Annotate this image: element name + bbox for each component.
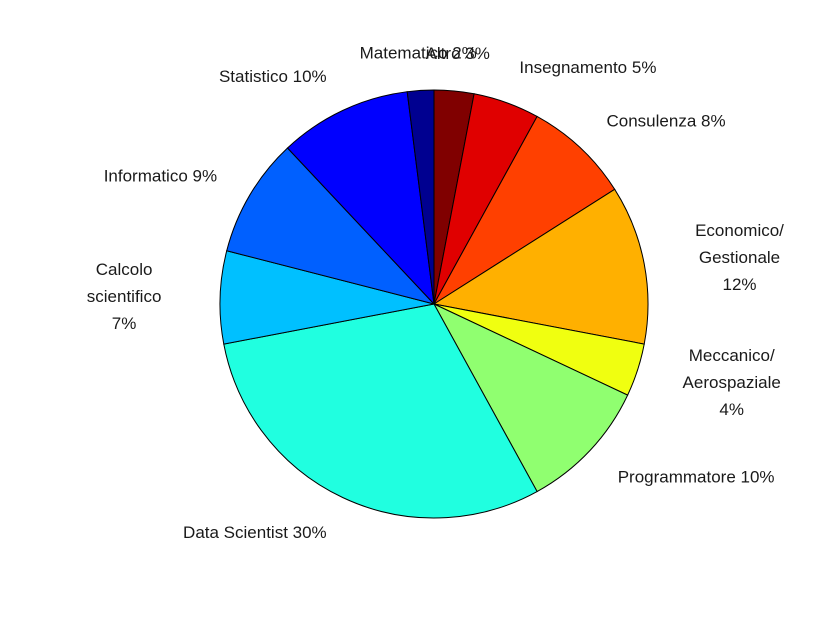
slice-label-line: Aerospaziale <box>683 373 781 392</box>
pie-slice <box>226 147 436 305</box>
slice-label-line: Economico/ <box>695 221 784 240</box>
slice-label-line: Statistico 10% <box>219 67 327 86</box>
slice-label-line: scientifico <box>87 287 162 306</box>
slice-label: Informatico 9% <box>104 167 217 186</box>
slice-label: Consulenza 8% <box>607 111 726 130</box>
slice-label-line: 7% <box>112 314 137 333</box>
pie-slice <box>406 89 435 305</box>
slice-label: Insegnamento 5% <box>519 58 656 77</box>
slice-label-line: Matematico 2% <box>360 44 477 63</box>
slice-label-line: Informatico 9% <box>104 167 217 186</box>
slice-label: Data Scientist 30% <box>183 523 327 542</box>
pie-slice <box>432 302 629 493</box>
slice-label-line: Calcolo <box>96 260 153 279</box>
pie-slice <box>432 188 649 345</box>
slice-label-line: Meccanico/ <box>689 346 775 365</box>
slice-label-line: 12% <box>722 275 756 294</box>
slice-label: Matematico 2% <box>360 44 477 63</box>
slice-label: Economico/Gestionale 12% <box>695 221 784 294</box>
pie-slice <box>286 91 435 306</box>
pie-slice <box>433 115 616 305</box>
slice-label: Altro 3% <box>426 44 490 63</box>
slice-label-line: Gestionale <box>699 248 780 267</box>
slice-label-line: Altro 3% <box>426 44 490 63</box>
pie-slices <box>219 89 649 519</box>
slice-label-line: Data Scientist 30% <box>183 523 327 542</box>
slice-label: Meccanico/Aerospaziale 4% <box>683 346 781 419</box>
pie-slice <box>223 303 538 519</box>
pie-labels: Altro 3% Insegnamento 5% Consulenza 8% Econ… <box>87 44 784 543</box>
slice-label: Calcolo scientifico 7% <box>87 260 162 333</box>
slice-label-line: Programmatore 10% <box>618 468 775 487</box>
slice-label: Statistico 10% <box>219 67 327 86</box>
slice-label: Programmatore 10% <box>618 468 775 487</box>
slice-label-line: 4% <box>719 400 744 419</box>
slice-label-line: Insegnamento 5% <box>519 58 656 77</box>
slice-label-line: Consulenza 8% <box>607 111 726 130</box>
